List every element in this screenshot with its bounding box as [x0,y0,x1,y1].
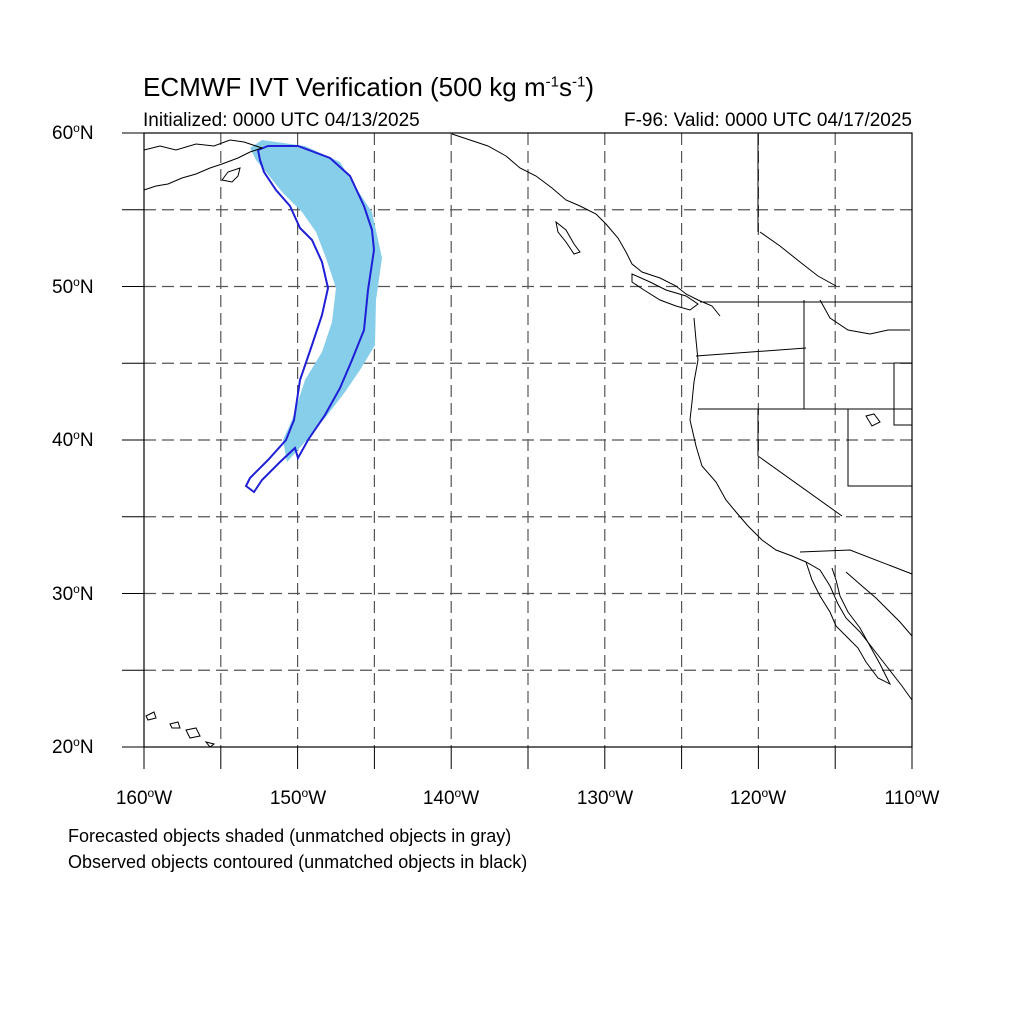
observed-legend-note: Observed objects contoured (unmatched ob… [68,852,528,872]
lon-label-120w: 120oW [729,786,787,809]
great-salt-lake [865,413,881,427]
valid-time: F-96: Valid: 0000 UTC 04/17/2025 [624,110,912,131]
lon-label-110w: 110oW [884,786,940,809]
state-borders [695,134,913,575]
forecast-legend-note: Forecasted objects shaded (unmatched obj… [68,826,512,846]
haida-gwaii [555,220,581,255]
lat-label-50n: 50oN [52,275,94,298]
lat-label-30n: 30oN [52,582,94,605]
baja-california [805,561,892,686]
alaska-coast [143,139,264,191]
lon-label-140w: 140oW [422,786,480,809]
lon-label-130w: 130oW [576,786,634,809]
vancouver-island [631,273,699,311]
alaska-peninsula [221,167,241,183]
hawaii-islands [145,711,216,748]
lat-label-60n: 60oN [52,121,94,144]
lat-label-40n: 40oN [52,428,94,451]
alaska-panhandle [451,133,721,317]
lat-label-20n: 20oN [52,735,94,758]
lon-label-160w: 160oW [115,786,173,809]
forecast-ivt-object [250,140,382,462]
canada-inland-lakes [759,231,910,335]
coastlines [143,133,913,748]
gridlines [144,133,912,747]
observed-ivt-contour [244,145,376,494]
map-title: ECMWF IVT Verification (500 kg m-1s-1) [143,72,594,102]
initialized-time: Initialized: 0000 UTC 04/13/2025 [143,110,420,131]
us-west-coast [689,317,913,701]
lon-label-150w: 150oW [269,786,327,809]
tick-marks [122,132,913,769]
mexico-mainland-coast [845,571,913,637]
